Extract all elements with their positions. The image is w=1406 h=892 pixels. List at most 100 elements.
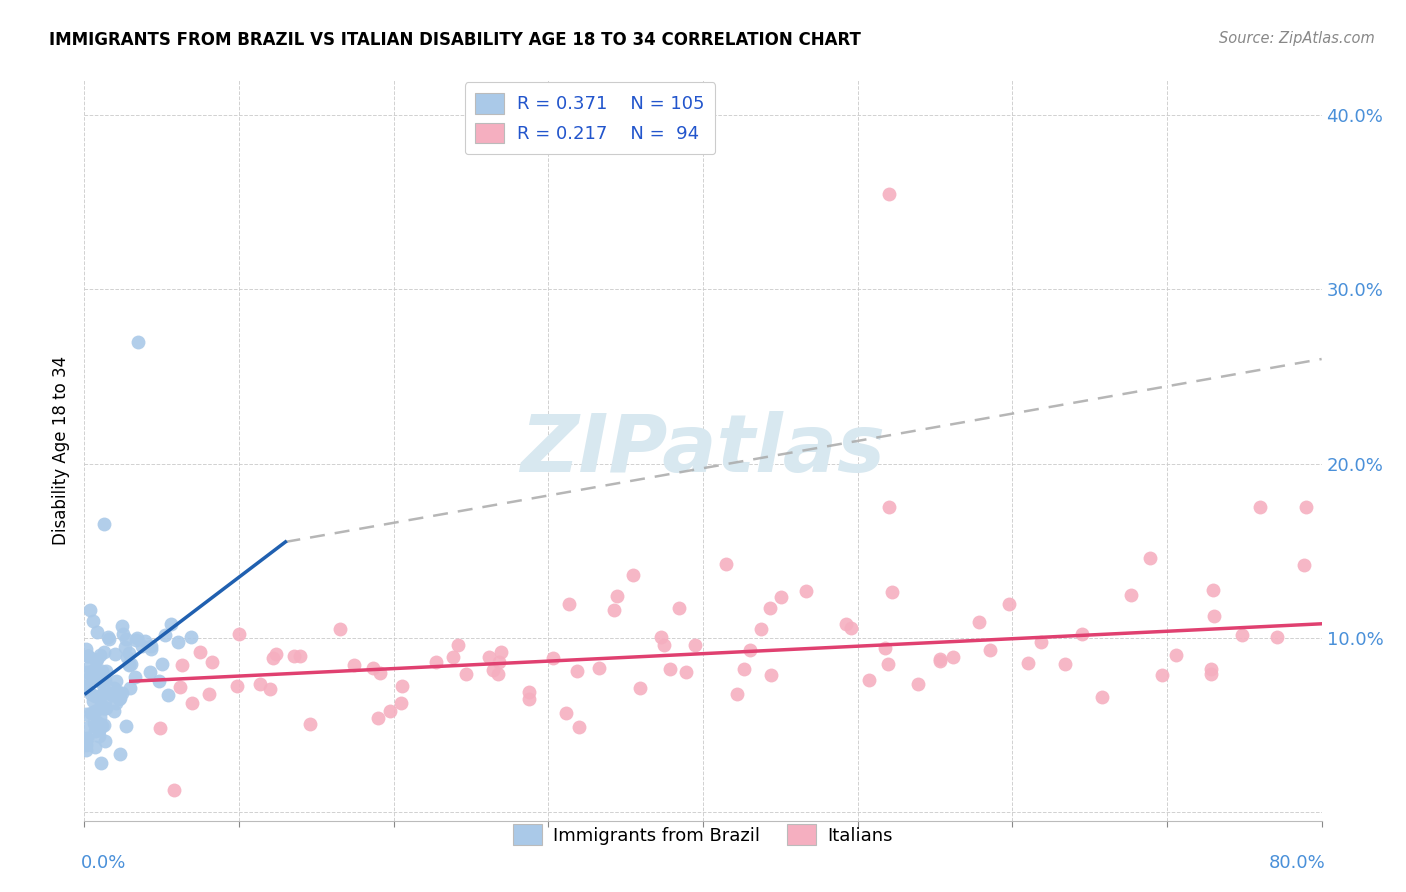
Point <box>180 630 202 644</box>
Point <box>749 623 772 637</box>
Point <box>796 583 818 598</box>
Point <box>877 657 900 671</box>
Point <box>759 668 782 682</box>
Point <box>93 718 115 732</box>
Point <box>1204 609 1226 624</box>
Text: 0.0%: 0.0% <box>80 854 127 872</box>
Point <box>367 711 389 725</box>
Point <box>685 638 707 652</box>
Point <box>90 665 112 679</box>
Point <box>80 664 103 678</box>
Point <box>84 704 107 718</box>
Point <box>83 715 105 730</box>
Point <box>1232 628 1254 642</box>
Point <box>558 597 581 611</box>
Point <box>97 631 120 645</box>
Point <box>368 665 391 680</box>
Point <box>90 688 112 702</box>
Point <box>759 601 782 615</box>
Point <box>733 663 755 677</box>
Point <box>482 663 505 677</box>
Point <box>89 723 111 737</box>
Point <box>125 632 148 646</box>
Point <box>93 517 115 532</box>
Point <box>98 632 121 646</box>
Point <box>198 687 221 701</box>
Point <box>770 590 793 604</box>
Point <box>75 738 97 752</box>
Point <box>90 756 112 770</box>
Point <box>118 646 141 660</box>
Point <box>89 723 111 737</box>
Point <box>75 642 97 657</box>
Point <box>76 731 98 745</box>
Point <box>105 673 128 688</box>
Point <box>94 701 117 715</box>
Point <box>668 600 690 615</box>
Point <box>124 670 146 684</box>
Point <box>1265 630 1288 644</box>
Point <box>111 619 134 633</box>
Point <box>170 657 193 672</box>
Point <box>226 679 249 693</box>
Point <box>264 647 287 661</box>
Point <box>91 687 114 701</box>
Point <box>77 660 100 674</box>
Point <box>75 707 97 722</box>
Point <box>82 665 104 679</box>
Point <box>190 645 212 659</box>
Point <box>83 671 105 685</box>
Point <box>967 615 990 629</box>
Point <box>441 649 464 664</box>
Point <box>835 616 858 631</box>
Point <box>156 688 179 702</box>
Point <box>928 654 950 668</box>
Text: Source: ZipAtlas.com: Source: ZipAtlas.com <box>1219 31 1375 46</box>
Point <box>907 677 929 691</box>
Point <box>163 783 186 797</box>
Legend: Immigrants from Brazil, Italians: Immigrants from Brazil, Italians <box>506 817 900 853</box>
Point <box>160 617 183 632</box>
Point <box>111 627 134 641</box>
Point <box>877 500 900 514</box>
Point <box>79 672 101 686</box>
Point <box>148 674 170 689</box>
Point <box>141 642 163 657</box>
Point <box>115 650 138 665</box>
Point <box>84 664 107 678</box>
Point <box>873 640 896 655</box>
Point <box>329 622 352 636</box>
Point <box>94 700 117 714</box>
Point <box>880 585 903 599</box>
Point <box>75 743 97 757</box>
Point <box>118 657 141 671</box>
Point <box>283 649 305 664</box>
Point <box>299 717 322 731</box>
Point <box>104 647 127 661</box>
Point <box>96 664 118 678</box>
Point <box>139 665 162 679</box>
Point <box>77 648 100 663</box>
Point <box>115 718 138 732</box>
Point <box>1202 583 1225 598</box>
Point <box>89 648 111 662</box>
Point <box>1166 648 1188 662</box>
Point <box>91 719 114 733</box>
Point <box>343 658 366 673</box>
Point <box>107 685 129 699</box>
Point <box>489 645 512 659</box>
Point <box>89 729 111 743</box>
Point <box>361 661 384 675</box>
Point <box>839 621 862 635</box>
Point <box>517 684 540 698</box>
Point <box>942 650 965 665</box>
Point <box>568 719 591 733</box>
Point <box>108 687 131 701</box>
Point <box>111 686 134 700</box>
Point <box>118 658 141 673</box>
Point <box>606 589 628 603</box>
Point <box>86 718 108 732</box>
Point <box>249 677 271 691</box>
Point <box>108 747 131 761</box>
Text: ZIPatlas: ZIPatlas <box>520 411 886 490</box>
